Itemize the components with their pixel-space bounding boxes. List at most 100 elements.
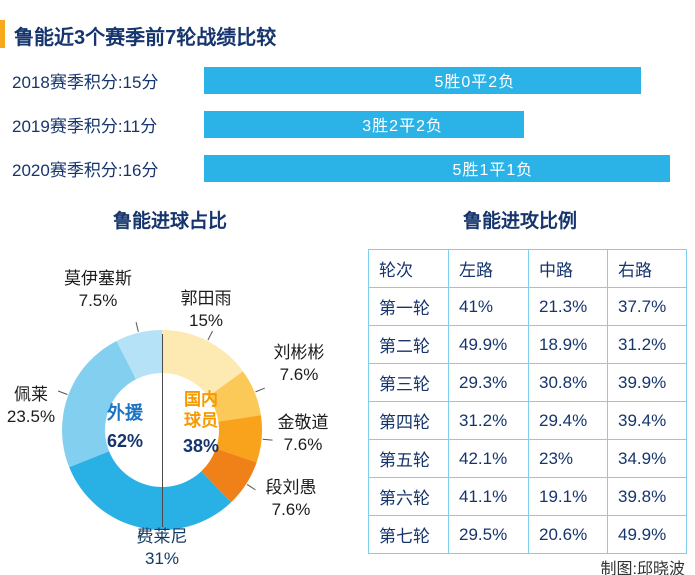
bar-category-label: 2018赛季积分:15分 [12,72,159,92]
donut-slice [162,330,244,397]
table-header-row: 轮次 左路 中路 右路 [368,249,687,288]
slice-value: 7.5% [78,291,118,311]
bar-category-label: 2019赛季积分:11分 [12,116,158,136]
table-row: 第三轮 29.3% 30.8% 39.9% [368,363,687,402]
donut-slice [62,340,137,468]
donut-slice [69,451,232,530]
bar-result-label: 5胜1平1负 [452,162,534,179]
bar-category-label: 2020赛季积分:16分 [12,160,159,180]
goal-share-donut-chart [57,321,273,539]
table-cell: 19.1% [528,477,608,516]
attack-table-title: 鲁能进攻比例 [462,211,577,232]
donut-center-domestic: 国内 球员 38% [168,390,234,457]
table-row: 第二轮 49.9% 18.9% 31.2% [368,325,687,364]
domestic-label-line2: 球员 [184,410,218,430]
table-cell: 39.9% [607,363,687,402]
season-bar-row-2018: 2018赛季积分:15分 5胜0平2负 [12,66,670,94]
donut-label-pelle: 佩莱 23.5% [0,384,62,428]
donut-label-moises: 莫伊塞斯 7.5% [52,268,144,312]
table-cell: 18.9% [528,325,608,364]
slice-name: 段刘愚 [265,478,317,497]
table-row: 第七轮 29.5% 20.6% 49.9% [368,515,687,554]
table-cell: 23% [528,439,608,478]
table-cell: 31.2% [607,325,687,364]
credit-line: 制图:邱晓波 [600,561,685,575]
table-cell: 21.3% [528,287,608,326]
slice-value: 7.6% [279,365,319,385]
slice-value: 7.6% [283,435,323,455]
season-bar-row-2020: 2020赛季积分:16分 5胜1平1负 [12,154,670,182]
table-cell: 42.1% [448,439,529,478]
season-bar-2020: 5胜1平1负 [204,154,670,182]
slice-value: 31% [144,549,180,569]
bar-result-label: 5胜0平2负 [434,74,516,91]
bar-track: 5胜0平2负 [204,66,670,94]
slice-leader-line [255,387,265,393]
slice-leader-line [57,390,68,395]
table-cell: 39.8% [607,477,687,516]
donut-label-liu-binbin: 刘彬彬 7.6% [266,342,332,386]
table-cell: 第五轮 [368,439,449,478]
slice-name: 刘彬彬 [273,343,325,362]
slice-leader-line [262,438,273,441]
slice-name: 莫伊塞斯 [64,269,132,288]
table-header-cell: 左路 [448,249,529,288]
season-bar-2019: 3胜2平2负 [204,110,525,138]
table-cell: 34.9% [607,439,687,478]
donut-label-duan-liuyu: 段刘愚 7.6% [258,477,324,521]
foreign-value: 62% [106,431,144,451]
donut-label-jin-jingdao: 金敬道 7.6% [270,412,336,456]
attack-proportion-table: 轮次 左路 中路 右路 第一轮 41% 21.3% 37.7% 第二轮 49.9% 18.9… [368,249,687,554]
table-row: 第四轮 31.2% 29.4% 39.4% [368,401,687,440]
slice-value: 15% [188,311,224,331]
slice-name: 金敬道 [277,413,329,432]
donut-slice [201,448,257,503]
table-header-cell: 轮次 [368,249,449,288]
table-cell: 39.4% [607,401,687,440]
donut-label-fellaini: 费莱尼 31% [118,526,206,570]
donut-slice [208,371,261,422]
donut-slice [215,415,263,463]
table-header-cell: 中路 [528,249,608,288]
table-cell: 第七轮 [368,515,449,554]
donut-center-divider-line [162,334,163,527]
slice-name: 佩莱 [14,385,48,404]
domestic-value: 38% [182,436,220,457]
slice-name: 费莱尼 [136,527,188,546]
table-row: 第五轮 42.1% 23% 34.9% [368,439,687,478]
table-cell: 29.5% [448,515,529,554]
table-cell: 37.7% [607,287,687,326]
table-row: 第一轮 41% 21.3% 37.7% [368,287,687,326]
bar-result-label: 3胜2平2负 [362,118,443,135]
table-cell: 31.2% [448,401,529,440]
slice-name: 郭田雨 [180,289,232,308]
domestic-label-line1: 国内 [184,390,218,409]
table-cell: 30.8% [528,363,608,402]
table-row: 第六轮 41.1% 19.1% 39.8% [368,477,687,516]
foreign-label: 外援 [107,403,143,423]
table-cell: 41.1% [448,477,529,516]
table-cell: 29.3% [448,363,529,402]
donut-chart-title: 鲁能进球占比 [112,211,227,232]
season-bar-row-2019: 2019赛季积分:11分 3胜2平2负 [12,110,670,138]
table-cell: 49.9% [448,325,529,364]
title-accent-bar [0,20,5,48]
bar-track: 3胜2平2负 [204,110,670,138]
table-header-cell: 右路 [607,249,687,288]
table-cell: 20.6% [528,515,608,554]
season-bar-2018: 5胜0平2负 [204,66,641,94]
donut-slice [116,330,162,380]
donut-center-foreign: 外援 62% [94,399,156,452]
slice-leader-line [135,321,139,332]
table-cell: 第六轮 [368,477,449,516]
slice-leader-line [137,528,142,539]
bar-track: 5胜1平1负 [204,154,670,182]
slice-leader-line [207,330,213,341]
table-cell: 第三轮 [368,363,449,402]
slice-value: 7.6% [271,500,311,520]
table-cell: 第四轮 [368,401,449,440]
slice-leader-line [246,484,256,491]
table-cell: 第二轮 [368,325,449,364]
donut-label-guo-tianyu: 郭田雨 15% [168,288,244,332]
